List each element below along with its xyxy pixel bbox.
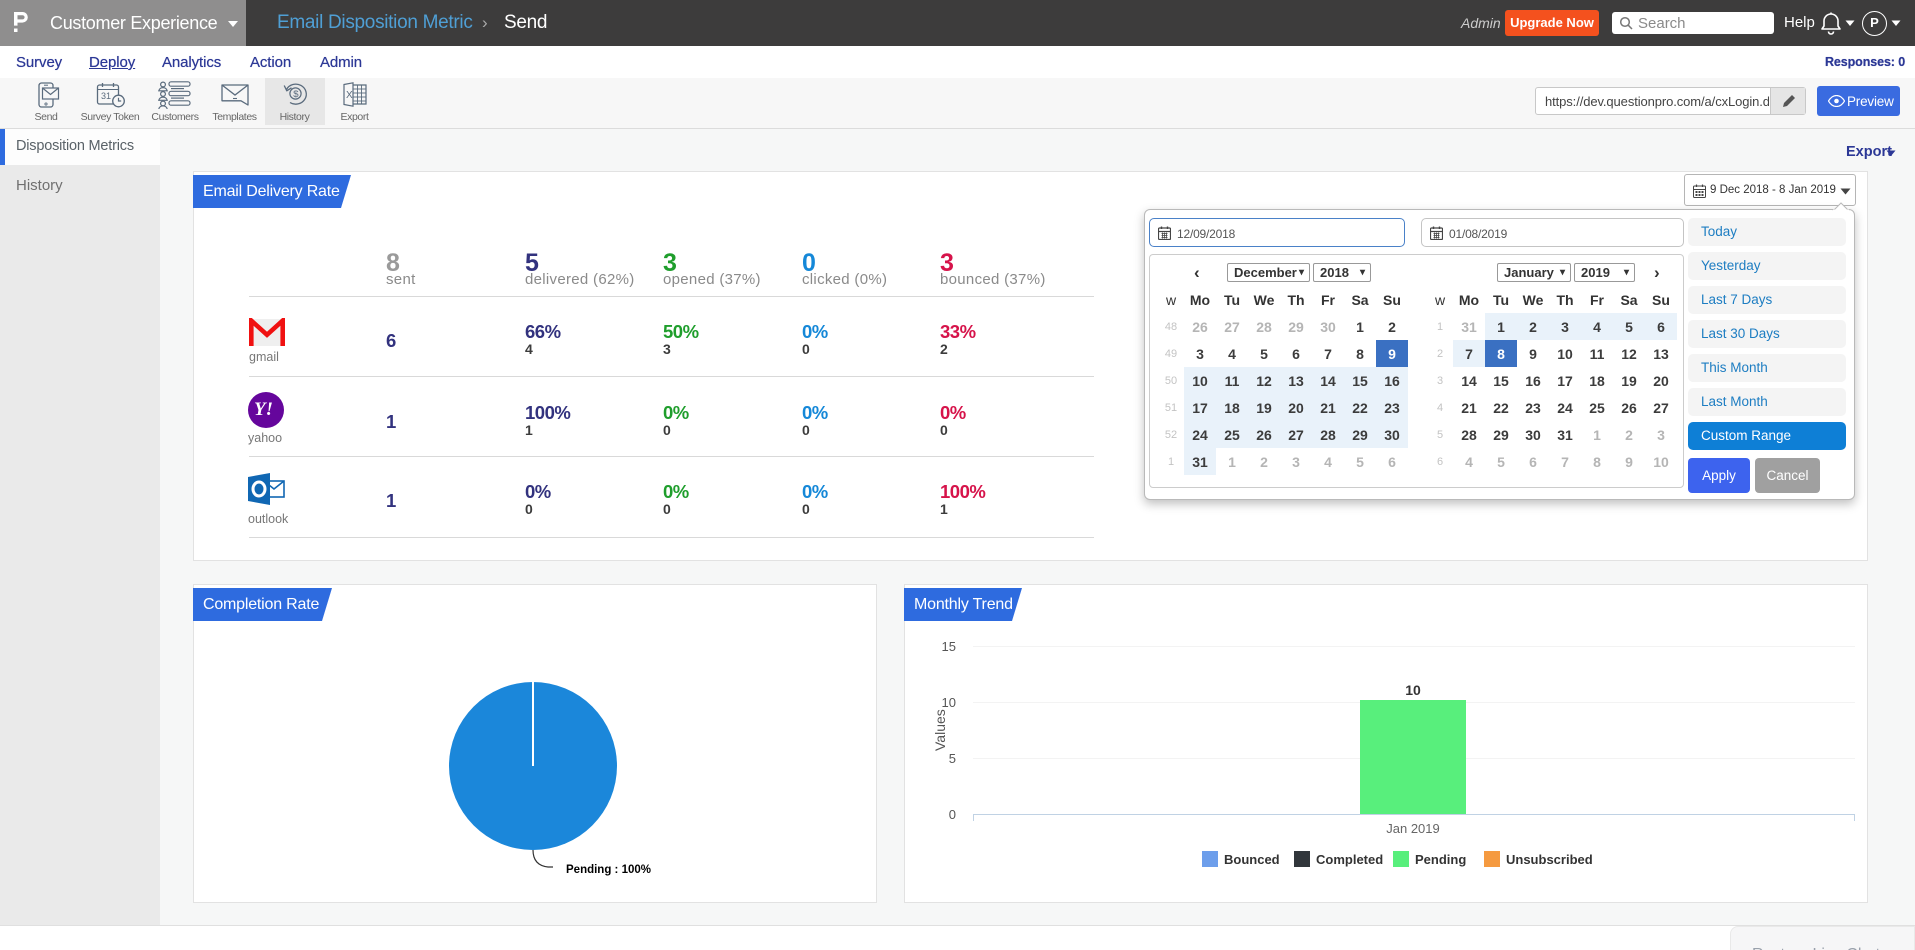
svg-text:31: 31 (101, 91, 111, 101)
svg-text:Pending : 100%: Pending : 100% (566, 864, 651, 876)
svg-text:X: X (346, 90, 353, 101)
svg-text:$: $ (293, 89, 299, 100)
